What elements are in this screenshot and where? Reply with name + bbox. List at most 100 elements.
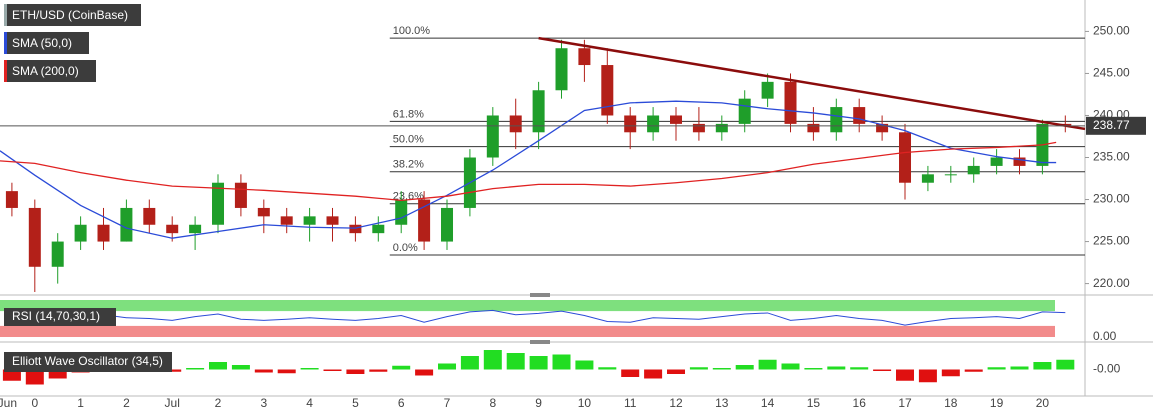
oscillator-bar: [689, 367, 708, 370]
x-tick-label: 7: [444, 396, 451, 410]
y-tick-label: 225.00: [1093, 234, 1130, 248]
x-tick-label: 19: [990, 396, 1004, 410]
sma-line: [0, 141, 1057, 202]
x-tick-label: 15: [807, 396, 821, 410]
candle-body: [670, 115, 683, 124]
oscillator-bar: [735, 365, 754, 370]
legend-title: ETH/USD (CoinBase): [12, 8, 128, 22]
sma-line: [0, 100, 1057, 239]
candle-body: [807, 123, 820, 133]
legend-box: [4, 60, 96, 82]
oscillator-bar: [850, 367, 869, 370]
x-tick-label: 5: [352, 396, 359, 410]
oscillator-bar: [254, 369, 273, 373]
legend-box: [4, 32, 89, 54]
legend-box: [4, 308, 116, 326]
candle-body: [326, 216, 339, 225]
x-tick-label: 6: [398, 396, 405, 410]
candle-body: [921, 174, 934, 183]
oscillator-bar: [1033, 362, 1052, 370]
oscillator-bar: [758, 359, 777, 370]
oscillator-bar: [163, 369, 182, 372]
oscillator-bar: [918, 369, 937, 383]
candle-body: [120, 207, 133, 242]
oscillator-bar: [987, 367, 1006, 370]
oscillator-bar: [529, 356, 548, 370]
candle-body: [349, 224, 362, 234]
candle-body: [899, 132, 912, 183]
trend-line: [538, 36, 1086, 131]
oscillator-bar: [552, 354, 571, 370]
oscillator-bar: [873, 369, 892, 371]
resize-handle[interactable]: [530, 340, 550, 344]
oversold-band: [0, 325, 1055, 337]
candle-body: [212, 182, 225, 225]
x-tick-label: 2: [215, 396, 222, 410]
fib-label: 0.0%: [393, 242, 418, 254]
x-tick-label: 8: [489, 396, 496, 410]
fib-label: 61.8%: [393, 108, 424, 120]
oscillator-bar: [2, 369, 21, 381]
oscillator-bar: [415, 369, 434, 376]
oscillator-bar: [48, 369, 67, 379]
resize-handle[interactable]: [530, 293, 550, 297]
candle-body: [715, 123, 728, 133]
candle-body: [51, 241, 64, 267]
candle-body: [395, 199, 408, 225]
x-tick-label: 14: [761, 396, 775, 410]
candle-body: [189, 224, 202, 234]
candle-body: [441, 207, 454, 242]
panel-title: Elliott Wave Oscillator (34,5): [12, 354, 163, 368]
oscillator-bar: [896, 369, 915, 381]
legend-label: SMA (50,0): [12, 36, 72, 50]
candle-body: [509, 115, 522, 133]
y-tick-label: 235.00: [1093, 150, 1130, 164]
candle-body: [418, 199, 431, 242]
panel-title: RSI (14,70,30,1): [12, 309, 100, 323]
last-price-box: [1086, 116, 1146, 135]
candle-body: [1013, 157, 1026, 166]
candle-body: [624, 115, 637, 133]
candle-body: [990, 157, 1003, 166]
oscillator-bar: [300, 368, 319, 370]
candle-body: [28, 207, 41, 267]
oscillator-bar: [1010, 366, 1029, 370]
y-tick-label: 245.00: [1093, 66, 1130, 80]
oscillator-bar: [209, 362, 228, 370]
oscillator-bar: [231, 365, 250, 370]
candle-body: [578, 48, 591, 66]
oscillator-bar: [392, 365, 411, 370]
x-tick-label: 11: [624, 396, 637, 410]
oscillator-bar: [1056, 359, 1075, 370]
oscillator-bar: [506, 353, 525, 370]
rsi-line: [11, 309, 1066, 326]
candle-body: [692, 123, 705, 133]
x-tick-label: 16: [853, 396, 867, 410]
x-tick-label: 13: [715, 396, 729, 410]
oscillator-bar: [598, 367, 617, 370]
oscillator-bar: [804, 368, 823, 370]
x-tick-label: 0: [31, 396, 38, 410]
candle-body: [5, 191, 18, 208]
x-tick-label: 12: [669, 396, 683, 410]
candle-body: [784, 81, 797, 124]
legend-box: [4, 352, 172, 372]
candle-body: [234, 182, 247, 208]
legend-stripe: [4, 4, 7, 26]
legend-swatch: [4, 32, 7, 54]
candle-body: [166, 224, 179, 234]
oscillator-bar: [964, 369, 983, 372]
oscillator-bar: [483, 350, 502, 370]
candle-body: [738, 98, 751, 124]
candle-body: [532, 90, 545, 133]
y-tick-label: 220.00: [1093, 276, 1130, 290]
x-tick-label: Jun: [0, 396, 17, 410]
legend-box: [4, 4, 141, 26]
oscillator-bar: [25, 369, 44, 385]
candle-body: [761, 81, 774, 99]
candle-body: [143, 207, 156, 225]
x-tick-label: 18: [944, 396, 958, 410]
overbought-band: [0, 300, 1055, 312]
